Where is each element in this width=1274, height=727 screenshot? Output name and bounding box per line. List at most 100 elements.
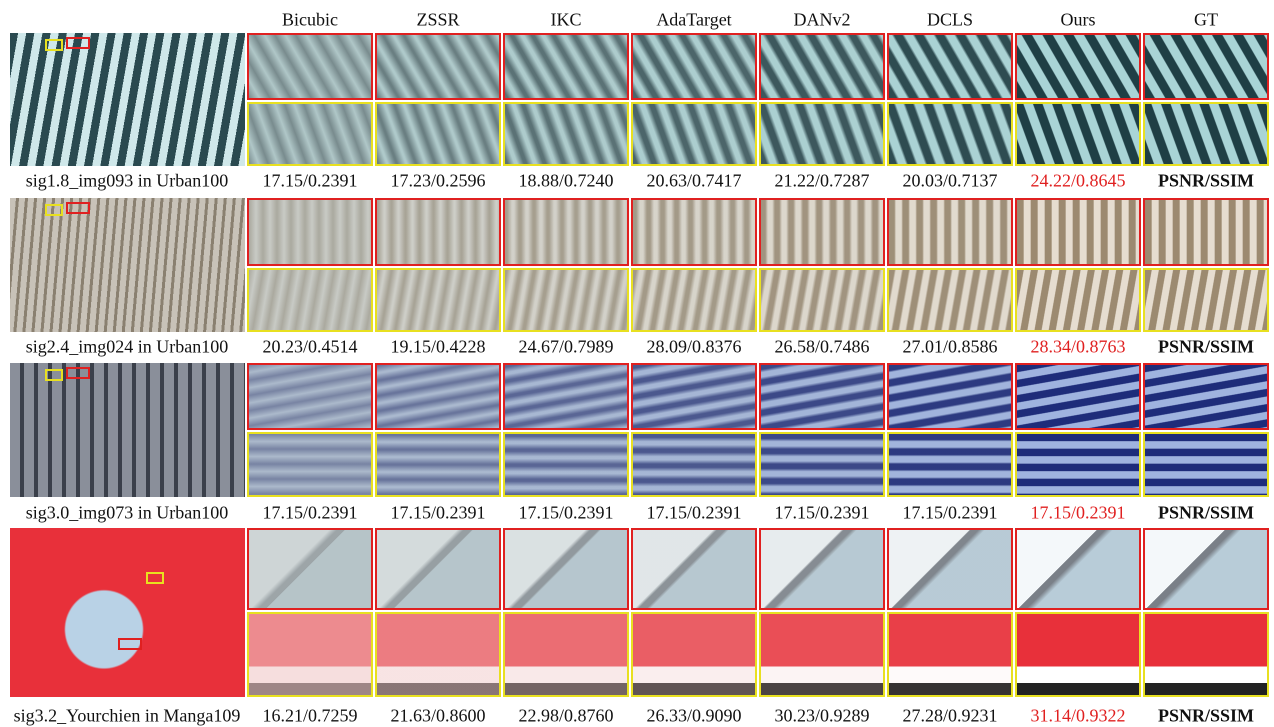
column-header: AdaTarget	[656, 10, 731, 31]
patch-red	[1143, 363, 1269, 430]
patch-yellow	[247, 102, 373, 166]
patch-red	[375, 198, 501, 266]
thumb-box	[45, 369, 63, 381]
metric: 24.22/0.8645	[1030, 171, 1125, 192]
patch-yellow	[887, 102, 1013, 166]
patch-yellow	[247, 432, 373, 497]
metric: 28.09/0.8376	[646, 337, 741, 358]
patch-red	[759, 198, 885, 266]
patch-yellow	[887, 432, 1013, 497]
column-header: Bicubic	[282, 10, 338, 31]
column-header: DCLS	[927, 10, 973, 31]
metric: 17.15/0.2391	[262, 171, 357, 192]
metric: 17.23/0.2596	[390, 171, 485, 192]
thumb-box	[66, 202, 90, 214]
patch-red	[887, 528, 1013, 610]
patch-yellow	[631, 612, 757, 697]
patch-yellow	[631, 268, 757, 332]
patch-red	[1143, 33, 1269, 100]
metric: PSNR/SSIM	[1158, 337, 1254, 358]
metric: 26.33/0.9090	[646, 706, 741, 727]
patch-red	[503, 363, 629, 430]
patch-yellow	[1143, 102, 1269, 166]
patch-red	[1015, 363, 1141, 430]
patch-yellow	[375, 268, 501, 332]
thumb-box	[45, 204, 63, 216]
patch-red	[247, 363, 373, 430]
patch-yellow	[1143, 268, 1269, 332]
column-header: ZSSR	[416, 10, 459, 31]
patch-yellow	[631, 432, 757, 497]
patch-yellow	[375, 432, 501, 497]
metric: PSNR/SSIM	[1158, 706, 1254, 727]
patch-yellow	[1143, 432, 1269, 497]
metric: 26.58/0.7486	[774, 337, 869, 358]
patch-red	[759, 528, 885, 610]
metric: 17.15/0.2391	[390, 503, 485, 524]
patch-yellow	[503, 432, 629, 497]
metric: 16.21/0.7259	[262, 706, 357, 727]
thumbnail	[10, 528, 245, 697]
metric: 27.01/0.8586	[902, 337, 997, 358]
patch-red	[503, 528, 629, 610]
row-label: sig1.8_img093 in Urban100	[26, 171, 229, 192]
patch-red	[631, 363, 757, 430]
metric: 22.98/0.8760	[518, 706, 613, 727]
metric: 20.63/0.7417	[646, 171, 741, 192]
patch-red	[887, 33, 1013, 100]
patch-red	[1015, 528, 1141, 610]
patch-yellow	[887, 268, 1013, 332]
patch-red	[247, 198, 373, 266]
row-label: sig2.4_img024 in Urban100	[26, 337, 229, 358]
figure: BicubicZSSRIKCAdaTargetDANv2DCLSOursGTsi…	[0, 0, 1274, 727]
patch-yellow	[759, 102, 885, 166]
thumb-box	[66, 367, 90, 379]
metric: 17.15/0.2391	[1030, 503, 1125, 524]
column-header: Ours	[1061, 10, 1096, 31]
metric: 27.28/0.9231	[902, 706, 997, 727]
patch-red	[631, 198, 757, 266]
patch-yellow	[1015, 102, 1141, 166]
patch-red	[1015, 198, 1141, 266]
patch-yellow	[887, 612, 1013, 697]
patch-yellow	[1015, 612, 1141, 697]
metric: 17.15/0.2391	[262, 503, 357, 524]
patch-red	[375, 528, 501, 610]
patch-yellow	[631, 102, 757, 166]
thumbnail	[10, 198, 245, 332]
metric: 20.03/0.7137	[902, 171, 997, 192]
patch-red	[375, 33, 501, 100]
patch-red	[247, 528, 373, 610]
patch-red	[375, 363, 501, 430]
patch-yellow	[759, 612, 885, 697]
patch-yellow	[759, 432, 885, 497]
metric: 20.23/0.4514	[262, 337, 357, 358]
patch-yellow	[1015, 268, 1141, 332]
patch-red	[887, 198, 1013, 266]
patch-red	[1143, 198, 1269, 266]
row-label: sig3.2_Yourchien in Manga109	[14, 706, 241, 727]
patch-yellow	[503, 102, 629, 166]
patch-yellow	[247, 268, 373, 332]
column-header: DANv2	[794, 10, 851, 31]
metric: 31.14/0.9322	[1030, 706, 1125, 727]
metric: 24.67/0.7989	[518, 337, 613, 358]
patch-yellow	[503, 268, 629, 332]
column-header: IKC	[551, 10, 582, 31]
row-label: sig3.0_img073 in Urban100	[26, 503, 229, 524]
thumbnail	[10, 363, 245, 497]
metric: 30.23/0.9289	[774, 706, 869, 727]
patch-red	[1143, 528, 1269, 610]
metric: 17.15/0.2391	[774, 503, 869, 524]
metric: 18.88/0.7240	[518, 171, 613, 192]
thumb-box	[118, 638, 142, 650]
metric: 28.34/0.8763	[1030, 337, 1125, 358]
metric: 21.63/0.8600	[390, 706, 485, 727]
metric: PSNR/SSIM	[1158, 171, 1254, 192]
thumb-box	[146, 572, 164, 584]
patch-yellow	[375, 102, 501, 166]
patch-yellow	[503, 612, 629, 697]
patch-red	[1015, 33, 1141, 100]
metric: 21.22/0.7287	[774, 171, 869, 192]
metric: 17.15/0.2391	[518, 503, 613, 524]
